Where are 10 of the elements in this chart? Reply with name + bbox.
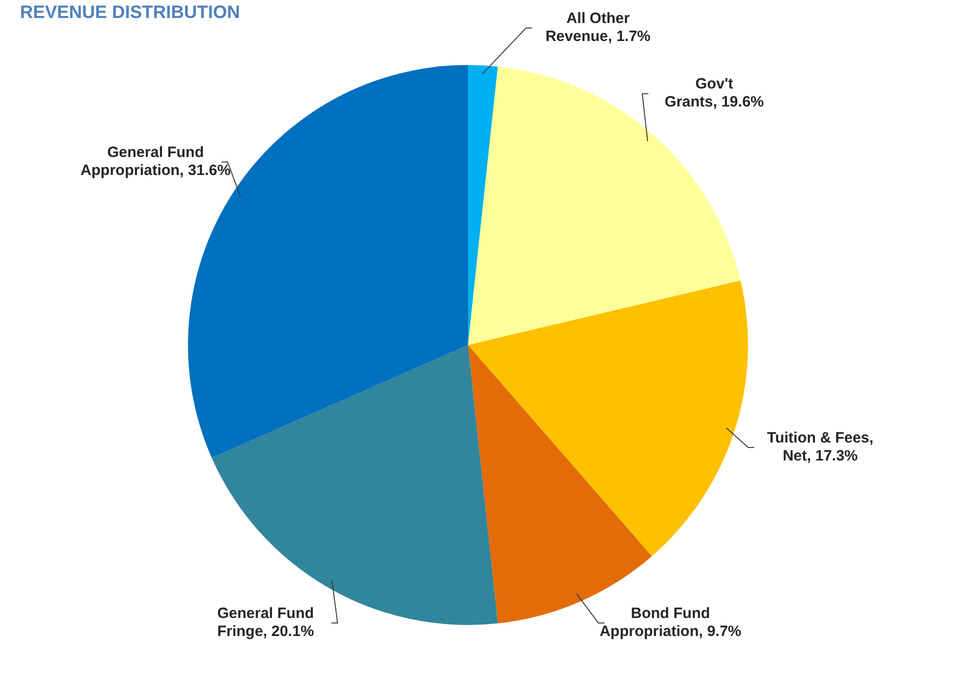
slice-label: Bond Fund Appropriation, 9.7% [600,605,742,640]
slice-label: General Fund Fringe, 20.1% [217,605,314,640]
slice-label: General Fund Appropriation, 31.6% [80,144,231,179]
slice-label: Gov't Grants, 19.6% [664,76,764,111]
pie-slice [212,345,498,625]
pie-slice [468,65,498,345]
chart-title: REVENUE DISTRIBUTION [20,2,240,22]
slice-label: All Other Revenue, 1.7% [545,10,651,45]
pie-slice [468,280,748,556]
slice-label: Tuition & Fees, Net, 17.3% [767,430,874,465]
